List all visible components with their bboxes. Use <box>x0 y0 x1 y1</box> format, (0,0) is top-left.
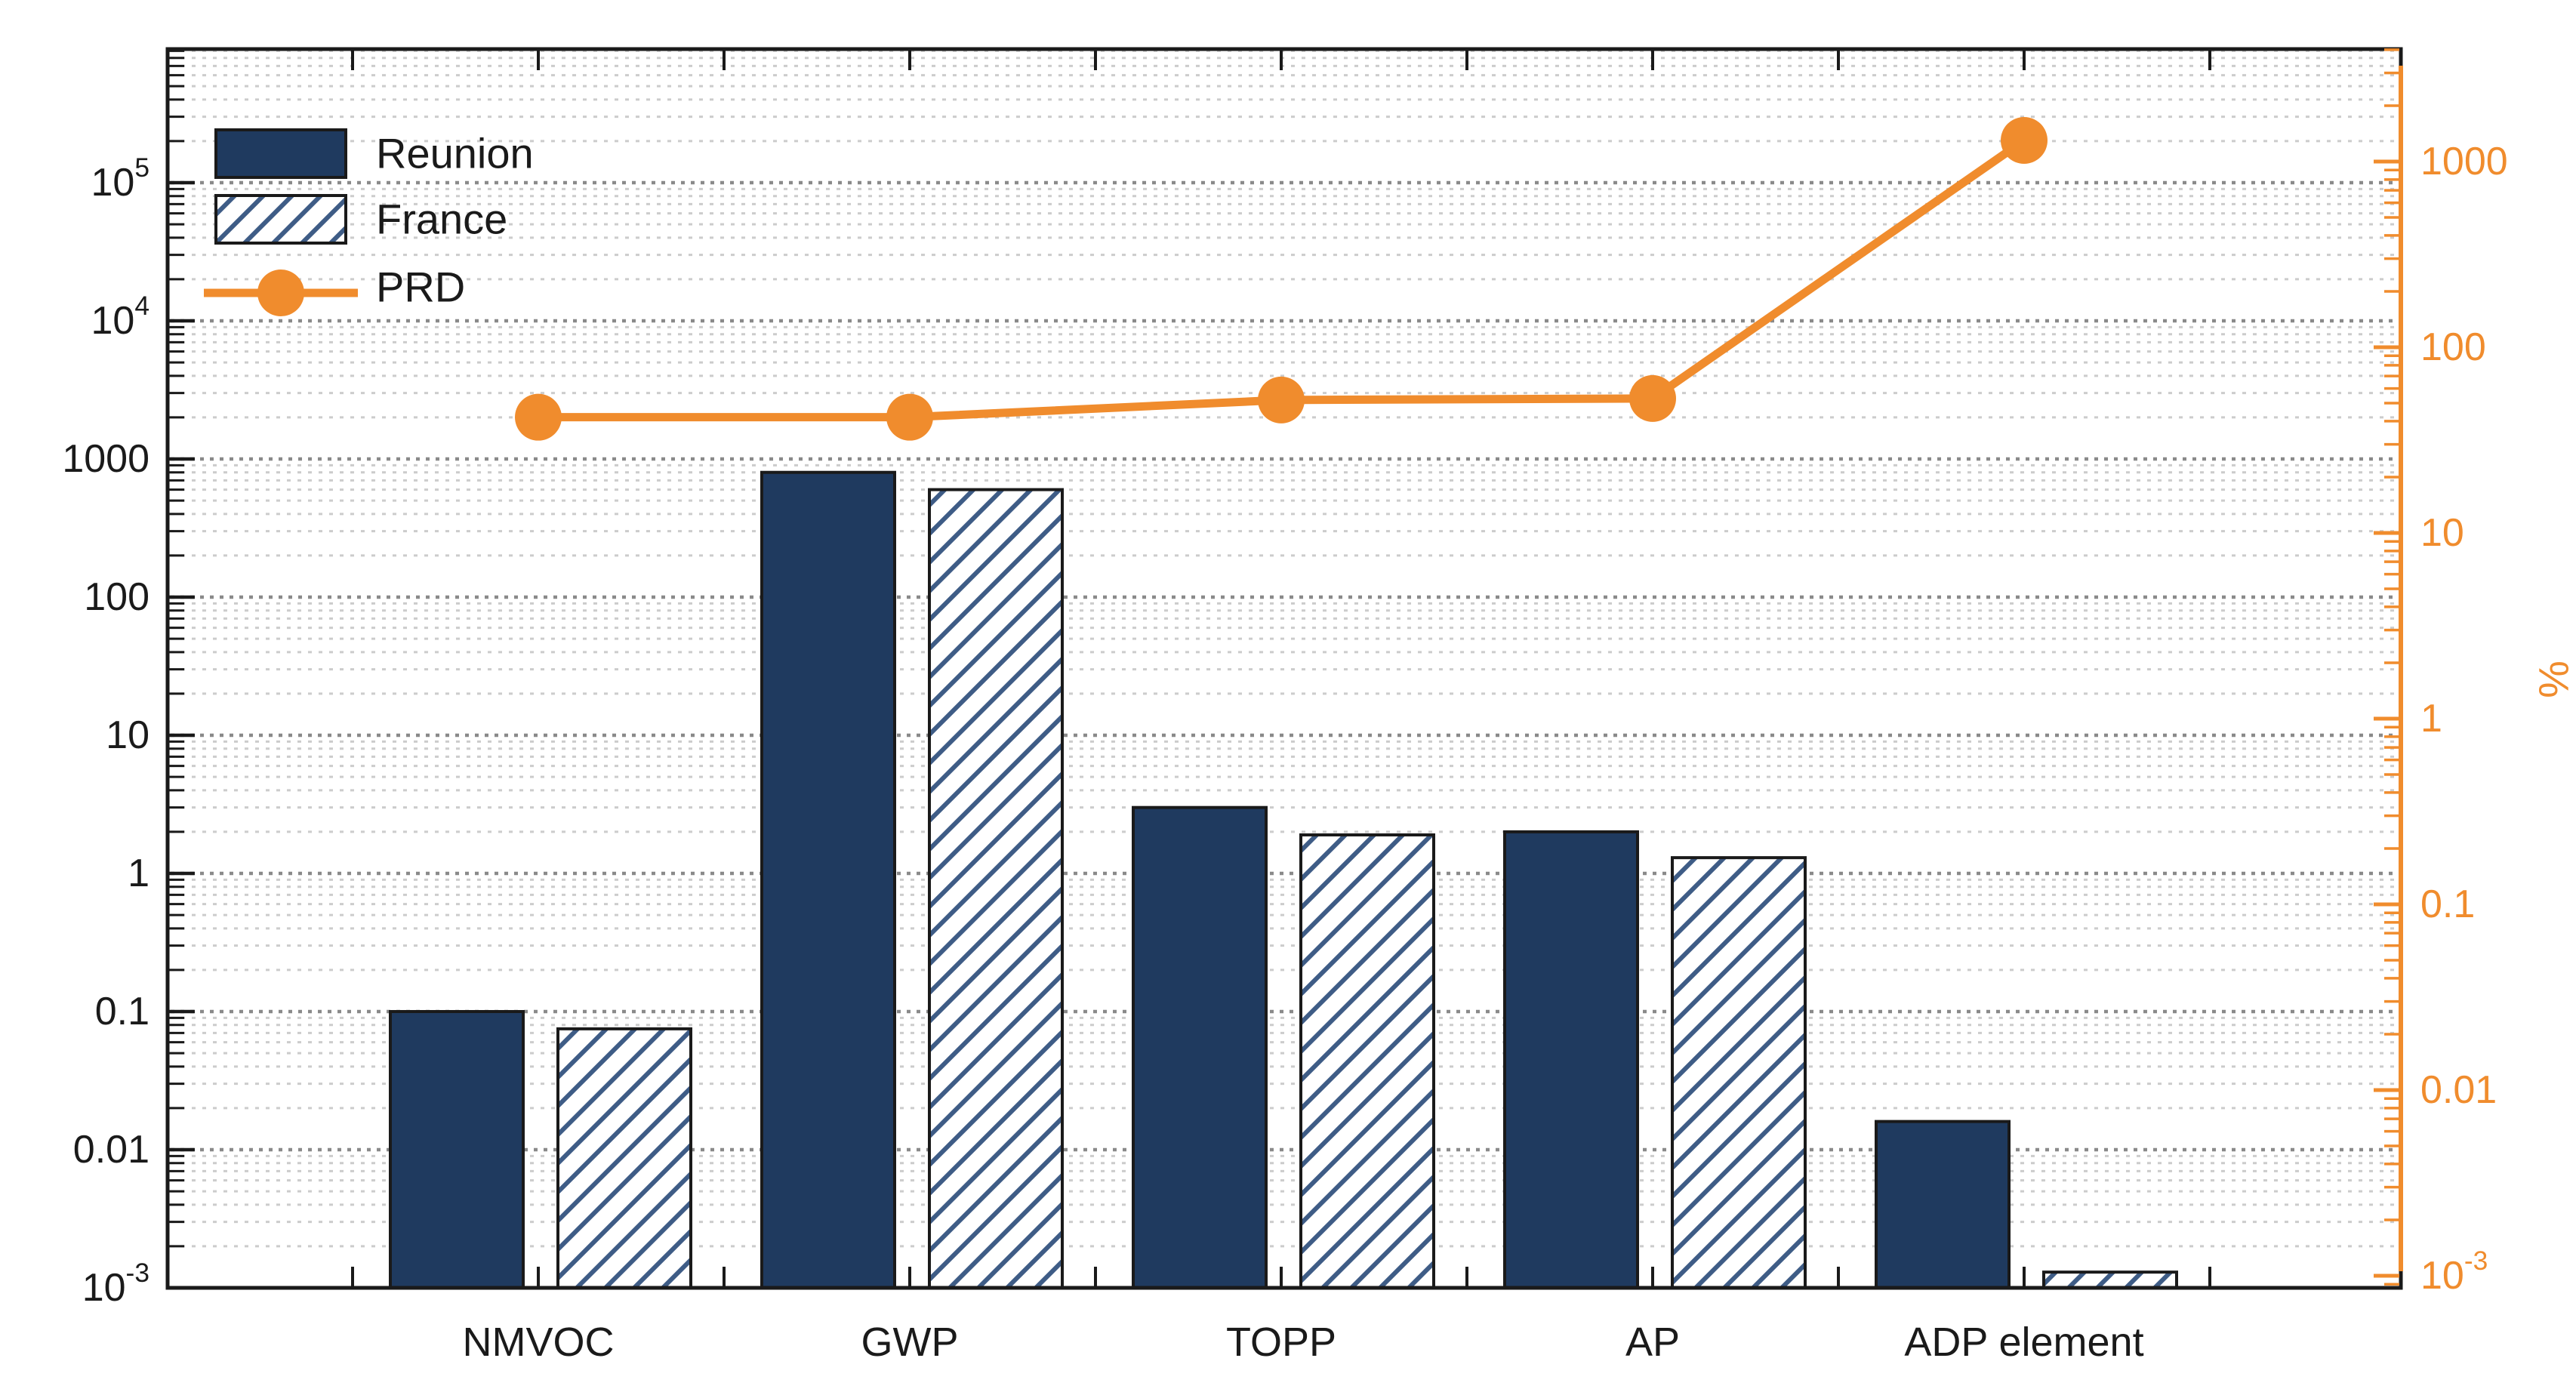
x-category-label: ADP element <box>1904 1320 2143 1365</box>
tick-label: 10-3 <box>82 1258 149 1310</box>
x-category-label: GWP <box>861 1320 959 1365</box>
bar-france-ap <box>1671 856 1807 1289</box>
legend-label-reunion: Reunion <box>376 130 534 177</box>
tick-label: 10 <box>106 713 149 757</box>
legend-marker-prd <box>257 269 304 316</box>
grid-minor-lines <box>171 49 2398 1248</box>
x-category-label: TOPP <box>1226 1320 1336 1365</box>
tick-label: 100 <box>84 575 149 619</box>
legend-swatch-reunion <box>214 128 347 179</box>
bar-france-adp-element <box>2042 1270 2178 1289</box>
x-category-label: NMVOC <box>463 1320 615 1365</box>
tick-label: 100 <box>2420 325 2486 369</box>
prd-marker-nmvoc <box>515 393 562 441</box>
axis-labels: 105 104 1000 100 10 1 0.1 0.01 10-3 1000 100 10 1 0.1… <box>62 140 2576 1365</box>
tick-label: 104 <box>91 291 149 343</box>
bar-france-topp <box>1299 833 1435 1289</box>
right-axis-title: % <box>2530 661 2576 698</box>
tick-label: 1000 <box>62 437 149 481</box>
bar-reunion-nmvoc <box>389 1010 525 1289</box>
bar-reunion-gwp <box>760 470 896 1290</box>
tick-label: 0.1 <box>95 990 149 1033</box>
legend: Reunion France PRD <box>204 128 534 316</box>
bar-france-nmvoc <box>556 1027 692 1289</box>
prd-series <box>515 116 2048 441</box>
tick-label: 1 <box>128 852 149 895</box>
bar-france-gwp <box>928 488 1064 1290</box>
prd-marker-topp <box>1258 376 1305 423</box>
bar-reunion-adp-element <box>1875 1120 2011 1289</box>
legend-label-prd: PRD <box>376 263 465 311</box>
prd-marker-gwp <box>886 393 933 441</box>
tick-label: 1000 <box>2420 140 2508 183</box>
legend-swatch-france <box>214 194 347 245</box>
tick-label: 1 <box>2420 697 2442 741</box>
tick-label: 10-3 <box>2420 1246 2488 1298</box>
tick-label: 0.01 <box>73 1128 149 1172</box>
prd-marker-ap <box>1629 374 1676 422</box>
bar-reunion-ap <box>1503 830 1639 1289</box>
bars <box>389 470 2178 1290</box>
legend-label-france: France <box>376 196 507 243</box>
grid-major-lines <box>171 180 2398 1152</box>
tick-label: 0.1 <box>2420 882 2475 926</box>
x-category-label: AP <box>1625 1320 1680 1365</box>
prd-marker-adp-element <box>2001 116 2048 164</box>
axis-ticks <box>169 48 2399 1290</box>
bar-reunion-topp <box>1132 805 1268 1289</box>
tick-label: 0.01 <box>2420 1068 2497 1112</box>
tick-label: 105 <box>91 153 149 205</box>
tick-label: 10 <box>2420 511 2464 555</box>
